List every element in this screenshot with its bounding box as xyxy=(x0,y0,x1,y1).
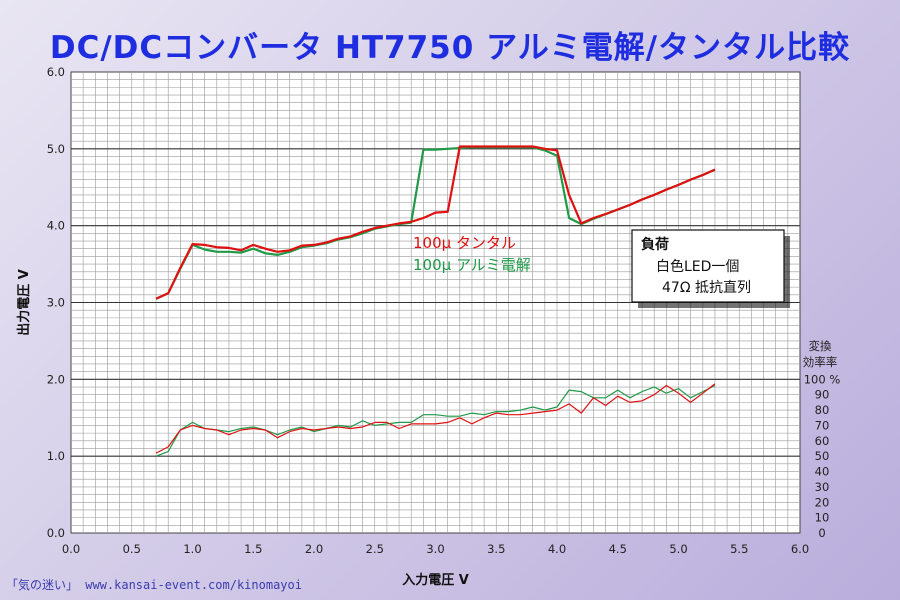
load-note-title: 負荷 xyxy=(641,236,669,253)
y2-tick-label: 30 xyxy=(815,480,830,494)
y-tick-label: 5.0 xyxy=(47,142,65,156)
credit-text: 「気の迷い」 www.kansai-event.com/kinomayoi xyxy=(6,578,302,592)
y2-tick-label: 100 % xyxy=(804,372,841,386)
y2-tick-label: 40 xyxy=(815,465,830,479)
y-axis-label: 出力電圧 V xyxy=(16,269,32,336)
x-axis-ticks: 0.0 0.5 1.0 1.5 2.0 2.5 3.0 3.5 4.0 4.5 5.0 5.5 6.0 xyxy=(62,542,809,556)
y-tick-label: 6.0 xyxy=(47,65,65,79)
efficiency-line-tantalum xyxy=(155,383,716,454)
y2-axis-label-line-1: 変換 xyxy=(809,339,832,353)
load-note-box: 負荷 白色LED一個 47Ω 抵抗直列 xyxy=(631,229,790,308)
y-tick-label: 0.0 xyxy=(47,526,65,540)
x-axis-label: 入力電圧 V xyxy=(402,572,469,588)
y2-tick-label: 80 xyxy=(815,403,830,417)
legend-tantalum: 100μ タンタル xyxy=(413,234,516,252)
x-tick-label: 1.0 xyxy=(183,542,201,556)
efficiency-line-aluminum xyxy=(155,384,716,457)
y2-tick-label: 90 xyxy=(815,388,830,402)
x-tick-label: 0.0 xyxy=(62,542,80,556)
x-tick-label: 5.5 xyxy=(730,542,748,556)
x-tick-label: 4.0 xyxy=(548,542,566,556)
y-axis-ticks: 0.0 1.0 2.0 3.0 4.0 5.0 6.0 xyxy=(47,65,65,540)
load-note-resistor: 47Ω 抵抗直列 xyxy=(662,279,751,296)
y2-tick-label: 20 xyxy=(815,495,830,509)
x-tick-label: 3.5 xyxy=(487,542,505,556)
x-tick-label: 2.5 xyxy=(366,542,384,556)
x-tick-label: 1.5 xyxy=(244,542,262,556)
y2-axis-label-line-2: 効率率 xyxy=(803,355,838,369)
series-lines xyxy=(155,145,716,457)
y-tick-label: 3.0 xyxy=(47,296,65,310)
y2-tick-label: 70 xyxy=(815,418,830,432)
load-note-led: 白色LED一個 xyxy=(656,258,739,275)
x-tick-label: 3.0 xyxy=(426,542,444,556)
x-tick-label: 6.0 xyxy=(791,542,809,556)
y-tick-label: 1.0 xyxy=(47,449,65,463)
legend-aluminum: 100μ アルミ電解 xyxy=(413,256,531,274)
x-tick-label: 4.5 xyxy=(609,542,627,556)
y2-tick-label: 50 xyxy=(815,449,830,463)
x-tick-label: 2.0 xyxy=(305,542,323,556)
y2-tick-label: 10 xyxy=(815,511,830,525)
x-tick-label: 5.0 xyxy=(669,542,687,556)
y-tick-label: 4.0 xyxy=(47,219,65,233)
y2-tick-label: 0 xyxy=(818,526,825,540)
y2-tick-label: 60 xyxy=(815,434,830,448)
output-line-tantalum xyxy=(155,145,716,300)
chart-title: DC/DCコンバータ HT7750 アルミ電解/タンタル比較 xyxy=(49,30,851,66)
y-tick-label: 2.0 xyxy=(47,372,65,386)
x-tick-label: 0.5 xyxy=(123,542,141,556)
